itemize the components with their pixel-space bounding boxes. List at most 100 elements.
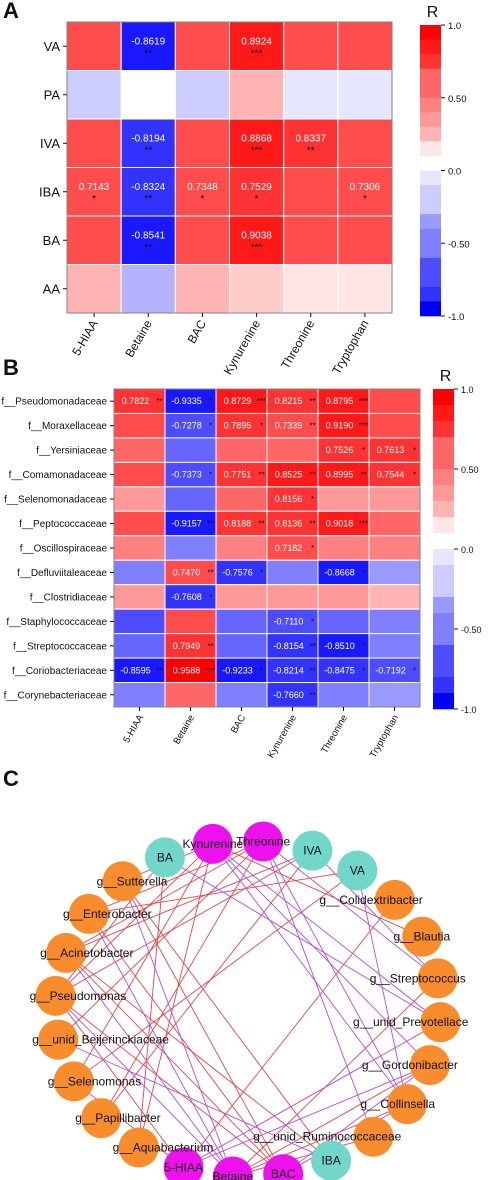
network-edges (55, 841, 441, 1177)
colorbar-step (420, 112, 441, 128)
cell-value-label: -0.8541 (131, 230, 165, 241)
cell-significance-label: *** (359, 397, 368, 406)
heatmap-cell (120, 21, 176, 71)
node-label: g__unid_Ruminococcaceae (253, 1130, 401, 1144)
cell-value-label: -0.9335 (171, 396, 202, 406)
edge-negative (122, 881, 234, 1177)
heatmap-cell (113, 682, 166, 708)
heatmap-cell (283, 70, 339, 120)
cell-significance-label: * (209, 593, 212, 602)
heatmap-cell (66, 264, 122, 314)
heatmap-cell (215, 535, 268, 561)
row-label: f__Moraxellaceae (28, 421, 107, 432)
heatmap-cell (266, 559, 319, 586)
row-label: f__Clostridiaceae (30, 592, 108, 603)
cell-value-label: 0.7143 (79, 182, 110, 193)
heatmap-cell (266, 486, 319, 512)
row-label: f__Defluviitaleaceae (17, 568, 107, 579)
column-label: BAC (229, 713, 248, 736)
heatmap-cell (368, 412, 421, 439)
cell-value-label: -0.8595 (120, 665, 151, 675)
colorbar-step (420, 272, 441, 288)
cell-significance-label: ** (309, 520, 315, 529)
heatmap-cell (317, 510, 370, 537)
cell-significance-label: *** (206, 666, 215, 675)
edge-positive (65, 850, 313, 954)
node-label: g__Aquabacterium (113, 1140, 214, 1154)
heatmap-cell (229, 264, 285, 314)
heatmap-cell (164, 559, 217, 586)
cell-value-label: 0.9038 (241, 230, 272, 241)
colorbar-step (433, 437, 454, 454)
heatmap-cell (66, 118, 122, 168)
heatmap-cell (368, 682, 421, 708)
row-label: f__Staphylococcaceae (6, 617, 107, 628)
heatmap-cell (113, 437, 166, 463)
colorbar-step (433, 533, 454, 550)
edge-negative (262, 841, 408, 1105)
cell-value-label: 0.8525 (275, 470, 303, 480)
colorbar-step (433, 517, 454, 534)
heatmap-cell (164, 486, 217, 512)
cell-significance-label: ** (309, 422, 315, 431)
node-metabolite (163, 1147, 204, 1180)
row-label: f__Comamonadaceae (9, 470, 108, 481)
heatmap-cell (215, 486, 268, 512)
edge-positive (122, 880, 332, 1161)
cell-value-label: 0.7544 (377, 470, 405, 480)
row-label: PA (44, 87, 61, 102)
heatmap-cell (368, 388, 421, 414)
node-label: g__Collinsella (360, 1097, 435, 1111)
cell-significance-label: ** (309, 666, 315, 675)
colorbar-tick-label: -1.0 (448, 312, 464, 323)
cell-value-label: 0.8795 (326, 396, 354, 406)
cell-significance-label: ** (258, 520, 264, 529)
heatmap-cell (368, 535, 421, 561)
cell-value-label: 0.7529 (241, 182, 272, 193)
heatmap-cell (215, 584, 268, 610)
colorbar-step (420, 68, 441, 84)
heatmap-cell (317, 608, 370, 635)
cell-value-label: 0.8868 (241, 133, 272, 144)
node-label: BA (157, 850, 173, 864)
colorbar-step (420, 228, 441, 244)
colorbar-step (433, 613, 454, 630)
cell-value-label: -0.9157 (171, 519, 202, 529)
edge-positive (55, 995, 184, 1168)
cell-significance-label: *** (257, 397, 266, 406)
node-label: Kynurenine (182, 837, 243, 851)
row-label: f__Streptococcaceae (13, 641, 107, 652)
node-label: g__Colidextribacter (319, 893, 422, 907)
node-label: g__Pseudomonas (30, 989, 127, 1003)
heatmap-cell (174, 21, 230, 71)
heatmap-cell (368, 510, 421, 537)
cell-significance-label: ** (309, 471, 315, 480)
colorbar-step (433, 693, 454, 710)
colorbar-step (420, 25, 441, 40)
node-genus (353, 1116, 394, 1157)
edge-positive (88, 841, 264, 915)
column-label: Betaine (122, 317, 155, 360)
heatmap-cell (337, 70, 393, 120)
colorbar-step (433, 389, 454, 406)
cell-value-label: 0.7339 (275, 421, 303, 431)
colorbar-step (420, 170, 441, 186)
cell-significance-label: ** (309, 642, 315, 651)
heatmap-cell (174, 215, 230, 265)
heatmap-cell (164, 437, 217, 463)
heatmap-cell (113, 559, 166, 586)
heatmap-cell (120, 70, 176, 120)
cell-value-label: 0.7822 (122, 396, 150, 406)
heatmap-cell (266, 584, 319, 610)
cell-value-label: -0.7192 (375, 665, 406, 675)
cell-significance-label: * (311, 617, 314, 626)
cell-value-label: -0.8619 (131, 36, 165, 47)
colorbar-step (420, 155, 441, 171)
network-nodes: Threonine IVA VA g__Colidextribacter g__Blau… (30, 821, 469, 1180)
heatmap-cell (317, 682, 370, 708)
row-label: f__Coriobacteriaceae (12, 666, 107, 677)
node-label: 5-HIAA (164, 1160, 203, 1174)
cell-value-label: -0.8668 (324, 567, 355, 577)
edge-positive (73, 870, 358, 1082)
